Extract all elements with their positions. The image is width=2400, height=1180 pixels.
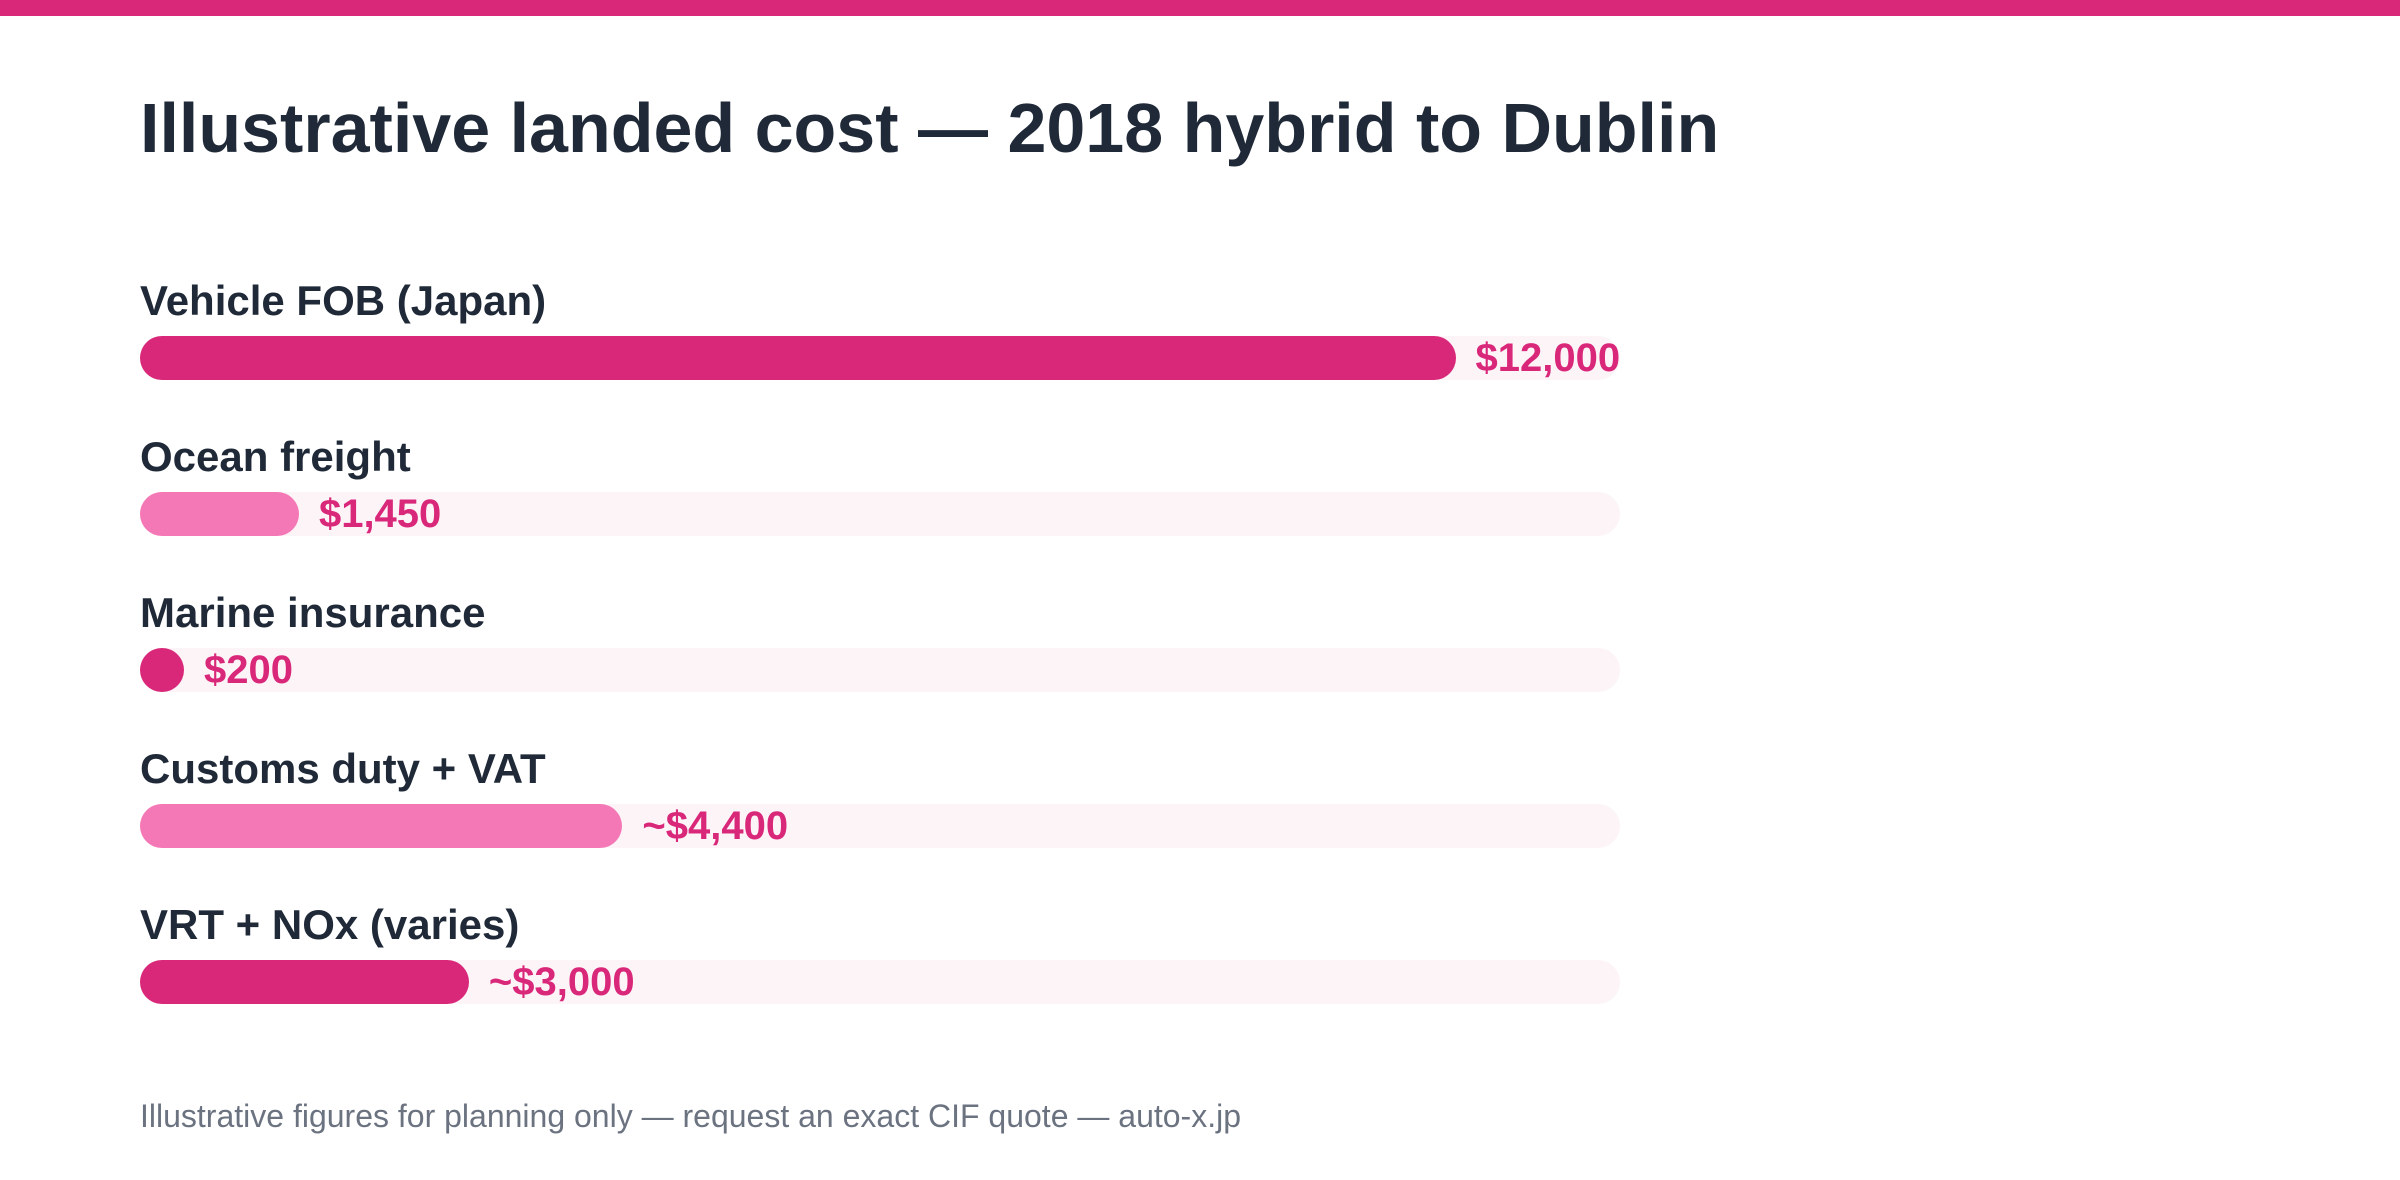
category-label: Marine insurance	[140, 589, 486, 636]
chart-title: Illustrative landed cost — 2018 hybrid t…	[140, 89, 1720, 167]
top-accent-stripe	[0, 0, 2400, 16]
bar	[140, 648, 184, 692]
bar-track	[140, 336, 1620, 380]
category-label: Ocean freight	[140, 433, 411, 480]
category-label: Vehicle FOB (Japan)	[140, 277, 547, 324]
bar-track	[140, 960, 1620, 1004]
bar-row-ocean-freight: Ocean freight $1,450	[140, 432, 1620, 552]
value-label: $1,450	[318, 492, 442, 536]
bar-row-vrt-nox-varies: VRT + NOx (varies) ~$3,000	[140, 900, 1620, 1020]
bar-row-marine-insurance: Marine insurance $200	[140, 588, 1620, 708]
category-label: Customs duty + VAT	[140, 745, 546, 792]
footnote: Illustrative figures for planning only —…	[140, 1098, 1241, 1134]
bar-track	[140, 492, 1620, 536]
value-label: ~$3,000	[488, 960, 635, 1004]
value-label: $200	[204, 648, 293, 692]
bar-row-customs-duty-vat: Customs duty + VAT ~$4,400	[140, 744, 1620, 864]
bar-track	[140, 804, 1620, 848]
bar	[140, 492, 299, 536]
bar	[140, 804, 623, 848]
bar-track	[140, 648, 1620, 692]
value-label: $12,000	[1475, 336, 1621, 380]
category-label: VRT + NOx (varies)	[140, 901, 520, 948]
value-label: ~$4,400	[642, 804, 789, 848]
bar-row-vehicle-fob-japan: Vehicle FOB (Japan) $12,000	[140, 276, 1620, 396]
bar	[140, 336, 1456, 380]
bar	[140, 960, 469, 1004]
